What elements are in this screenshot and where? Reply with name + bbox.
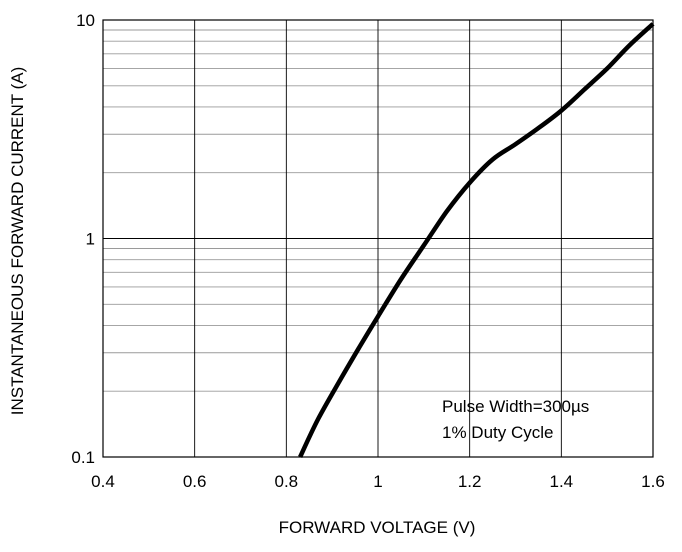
- x-tick-label: 0.6: [183, 472, 207, 491]
- y-tick-label: 1: [86, 230, 95, 249]
- x-tick-label: 1.6: [641, 472, 665, 491]
- x-tick-label: 0.4: [91, 472, 115, 491]
- plot-frame: [102, 19, 654, 458]
- x-tick-labels: 0.4 0.6 0.8 1 1.2 1.4 1.6: [91, 472, 665, 491]
- y-tick-label: 0.1: [71, 448, 95, 467]
- x-axis-label: FORWARD VOLTAGE (V): [279, 518, 476, 537]
- annotation-duty-cycle: 1% Duty Cycle: [442, 423, 553, 442]
- series-line: [298, 22, 655, 458]
- plot-series: [298, 22, 655, 458]
- y-axis-label: INSTANTANEOUS FORWARD CURRENT (A): [8, 67, 27, 416]
- x-tick-label: 1.4: [550, 472, 574, 491]
- x-tick-label: 1: [373, 472, 382, 491]
- annotation-pulse-width: Pulse Width=300µs: [442, 397, 589, 416]
- y-tick-label: 10: [76, 11, 95, 30]
- x-tick-label: 0.8: [275, 472, 299, 491]
- y-tick-labels: 0.1 1 10: [71, 11, 95, 467]
- x-tick-label: 1.2: [458, 472, 482, 491]
